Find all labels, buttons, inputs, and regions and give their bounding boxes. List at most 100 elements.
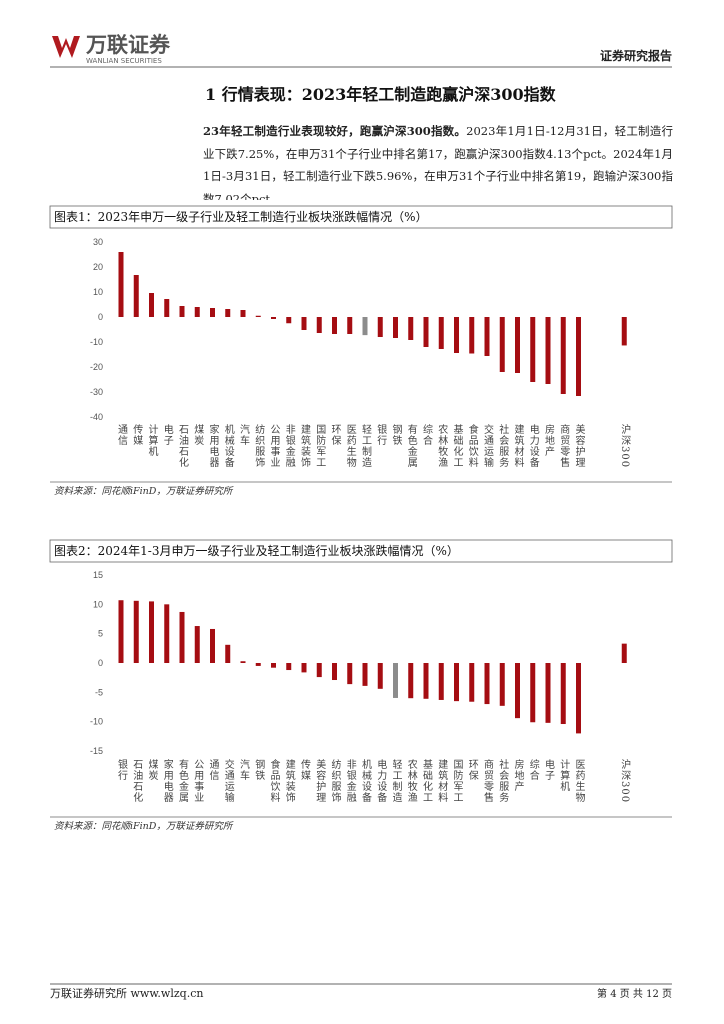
- bar: [408, 663, 414, 699]
- x-tick-label: 房地产: [543, 423, 555, 457]
- x-tick-label: 建筑装饰: [283, 758, 295, 803]
- bar: [515, 317, 520, 373]
- bar: [316, 317, 322, 333]
- bar: [301, 317, 307, 330]
- x-tick-label: 电力设备: [375, 758, 387, 803]
- bar: [347, 663, 353, 685]
- x-tick-label: 美容护理: [314, 758, 326, 803]
- x-tick-label: 钢铁: [390, 423, 402, 446]
- bar: [454, 317, 459, 353]
- x-tick-label: 商贸零售: [558, 423, 570, 468]
- bar: [240, 310, 246, 317]
- bar: [271, 317, 276, 319]
- bar: [530, 317, 536, 382]
- bar: [255, 663, 261, 666]
- bar: [560, 663, 566, 725]
- x-tick-label: 建筑装饰: [299, 423, 311, 468]
- bar: [393, 317, 398, 338]
- y-tick-label: -15: [90, 746, 103, 756]
- y-tick-label: -10: [90, 717, 103, 727]
- bar: [469, 317, 475, 354]
- x-tick-label: 基础化工: [451, 423, 463, 468]
- bar: [377, 663, 383, 689]
- x-tick-label: 国防军工: [314, 424, 326, 468]
- y-tick-label: 20: [93, 262, 103, 272]
- bar: [484, 663, 490, 705]
- bar: [438, 317, 444, 349]
- x-tick-label: 钢铁: [253, 758, 265, 781]
- y-tick-label: 10: [93, 287, 103, 297]
- bar: [255, 315, 261, 317]
- bar: [393, 663, 398, 698]
- x-tick-label: 计算机: [558, 758, 570, 792]
- x-tick-label: 轻工制造: [360, 423, 372, 468]
- bar: [484, 317, 490, 356]
- y-tick-label: -40: [90, 412, 103, 422]
- bar: [499, 317, 505, 372]
- bar: [560, 317, 566, 394]
- x-tick-label: 有色金属: [177, 758, 189, 803]
- x-tick-label: 公用事业: [192, 759, 204, 803]
- bar: [286, 663, 292, 671]
- x-tick-label: 纺织服饰: [253, 423, 265, 468]
- x-tick-label: 沪深300: [619, 758, 631, 803]
- bar: [225, 644, 231, 663]
- y-tick-label: 5: [98, 629, 103, 639]
- section-title: 1 行情表现：2023年轻工制造跑赢沪深300指数: [205, 85, 557, 104]
- bar: [576, 663, 581, 734]
- x-tick-label: 传媒: [131, 424, 143, 446]
- bar: [210, 628, 215, 663]
- bar: [515, 663, 520, 719]
- bar: [499, 663, 505, 706]
- bar: [194, 626, 200, 663]
- x-tick-label: 食品饮料: [268, 758, 280, 803]
- bar: [271, 663, 276, 668]
- chart1-title-box: [49, 205, 673, 229]
- x-tick-label: 沪深300: [619, 423, 631, 468]
- paragraph-lead: 23年轻工制造行业表现较好，跑赢沪深300指数。: [203, 124, 467, 138]
- x-tick-label: 通信: [207, 759, 219, 781]
- bar: [332, 663, 337, 681]
- x-tick-label: 机械设备: [222, 423, 234, 468]
- y-tick-label: -5: [95, 687, 103, 697]
- y-tick-label: -20: [90, 362, 103, 372]
- bar: [149, 601, 154, 663]
- bar: [621, 643, 627, 663]
- x-tick-label: 轻工制造: [390, 758, 402, 803]
- x-tick-label: 农林牧渔: [436, 423, 448, 468]
- x-tick-label: 家用电器: [207, 423, 219, 468]
- y-tick-label: 30: [93, 237, 103, 247]
- bar: [332, 317, 337, 334]
- bar: [316, 663, 322, 678]
- bar: [438, 663, 444, 700]
- bar: [469, 663, 475, 702]
- bar: [530, 663, 536, 723]
- bar: [118, 252, 124, 317]
- bar: [133, 600, 139, 663]
- logo-mark: [52, 36, 80, 58]
- bar: [377, 317, 383, 337]
- x-tick-label: 电子: [161, 423, 173, 446]
- report-type: 证券研究报告: [600, 48, 672, 63]
- bar: [408, 317, 414, 340]
- x-tick-label: 国防军工: [451, 759, 463, 803]
- bar: [621, 317, 627, 346]
- y-tick-label: 0: [98, 658, 103, 668]
- x-tick-label: 医药生物: [344, 424, 356, 468]
- x-tick-label: 家用电器: [161, 758, 173, 803]
- x-tick-label: 交通运输: [222, 758, 234, 803]
- x-tick-label: 煤炭: [146, 758, 158, 781]
- x-tick-label: 汽车: [238, 758, 250, 781]
- bar: [133, 275, 139, 317]
- x-tick-label: 计算机: [146, 423, 158, 457]
- x-tick-label: 环保: [329, 424, 341, 446]
- bar: [362, 663, 368, 686]
- x-tick-label: 交通运输: [482, 423, 494, 468]
- x-tick-label: 纺织服饰: [329, 758, 341, 803]
- x-tick-label: 电力设备: [527, 423, 539, 468]
- x-tick-label: 美容护理: [573, 423, 585, 468]
- x-tick-label: 传媒: [299, 759, 311, 781]
